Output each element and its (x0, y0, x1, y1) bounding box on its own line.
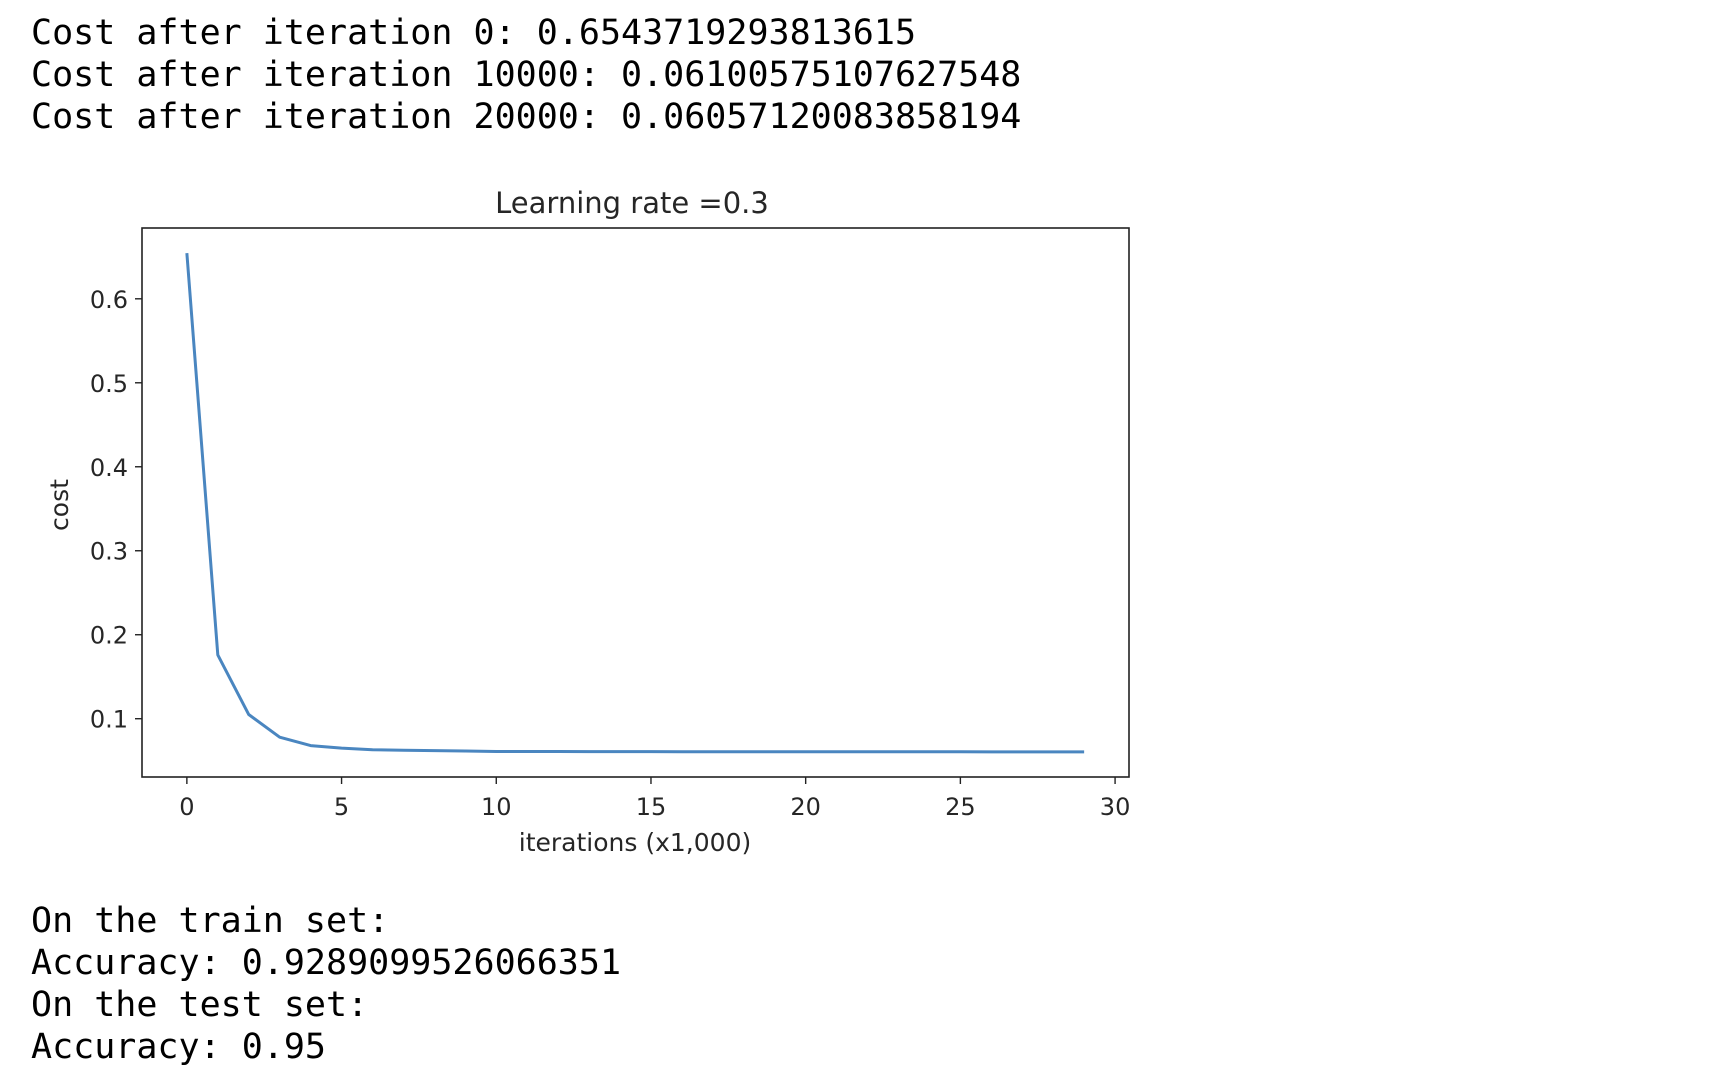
output-line: Cost after iteration 10000: 0.0610057510… (31, 55, 1022, 95)
output-line: On the train set: (31, 901, 390, 941)
y-tick-label: 0.3 (90, 538, 128, 566)
output-line: Accuracy: 0.95 (31, 1027, 327, 1067)
x-tick-label: 30 (1100, 793, 1131, 821)
plot-area-frame (141, 227, 1130, 778)
x-tick-label: 25 (945, 793, 976, 821)
accuracy-output: On the train set: Accuracy: 0.9289099526… (31, 900, 621, 1068)
output-line: Accuracy: 0.9289099526066351 (31, 943, 622, 983)
x-tick-label: 5 (334, 793, 349, 821)
y-axis-ticks: 0.1 0.2 0.3 0.4 0.5 0.6 (90, 286, 142, 734)
y-tick-label: 0.1 (90, 706, 128, 734)
x-axis-ticks: 0 5 10 15 20 25 30 (179, 777, 1130, 821)
y-tick-label: 0.4 (90, 454, 128, 482)
output-line: On the test set: (31, 985, 369, 1025)
chart-title: Learning rate =0.3 (495, 186, 769, 220)
learning-curve-chart: Learning rate =0.3 0 5 10 15 20 25 30 0.10.20.… (45, 186, 1130, 857)
x-tick-label: 0 (179, 793, 194, 821)
x-axis-label: iterations (x1,000) (519, 828, 751, 857)
y-tick-label: 0.2 (90, 622, 128, 650)
y-tick-label: 0.6 (90, 286, 128, 314)
y-axis-label: cost (45, 479, 74, 531)
output-line: Cost after iteration 0: 0.65437192938136… (31, 13, 917, 53)
cost-series-line (185, 252, 1085, 754)
x-tick-label: 10 (481, 793, 512, 821)
x-tick-label: 15 (636, 793, 667, 821)
output-line: Cost after iteration 20000: 0.0605712008… (31, 97, 1022, 137)
cost-log-output: Cost after iteration 0: 0.65437192938136… (31, 12, 1021, 138)
y-tick-label: 0.5 (90, 370, 128, 398)
x-tick-label: 20 (790, 793, 821, 821)
